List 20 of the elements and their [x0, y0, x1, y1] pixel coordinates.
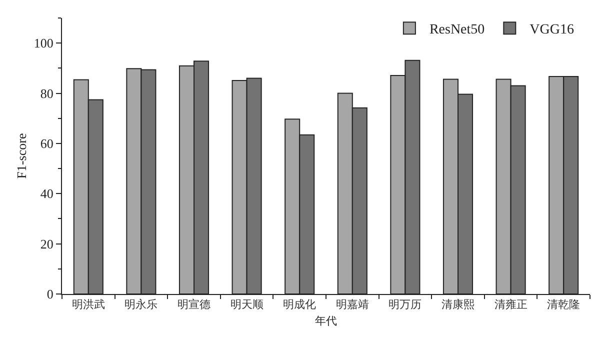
x-tick-label: 明嘉靖: [336, 298, 369, 312]
y-tick-label: 100: [34, 36, 54, 51]
x-tick-label: 明万历: [388, 298, 422, 312]
y-tick-label: 20: [40, 236, 54, 252]
x-tick-label: 明成化: [283, 298, 316, 312]
x-tick-label: 明永乐: [124, 298, 158, 312]
y-tick-label: 0: [46, 286, 54, 302]
x-tick-label: 清雍正: [494, 298, 528, 312]
x-tick-label: 明宣德: [178, 298, 210, 312]
x-axis-title: 年代: [315, 314, 337, 328]
x-tick-label: 清康熙: [442, 298, 474, 312]
y-tick-label: 80: [40, 86, 54, 101]
x-tick-label: 明洪武: [72, 298, 105, 312]
legend-label: VGG16: [530, 22, 574, 38]
y-tick-label: 60: [40, 136, 54, 151]
y-axis-title: F1-score: [14, 133, 29, 179]
legend-label: ResNet50: [429, 22, 485, 38]
x-tick-label: 清乾隆: [547, 298, 580, 312]
y-tick-label: 40: [40, 186, 54, 202]
x-tick-label: 明天顺: [230, 298, 264, 312]
